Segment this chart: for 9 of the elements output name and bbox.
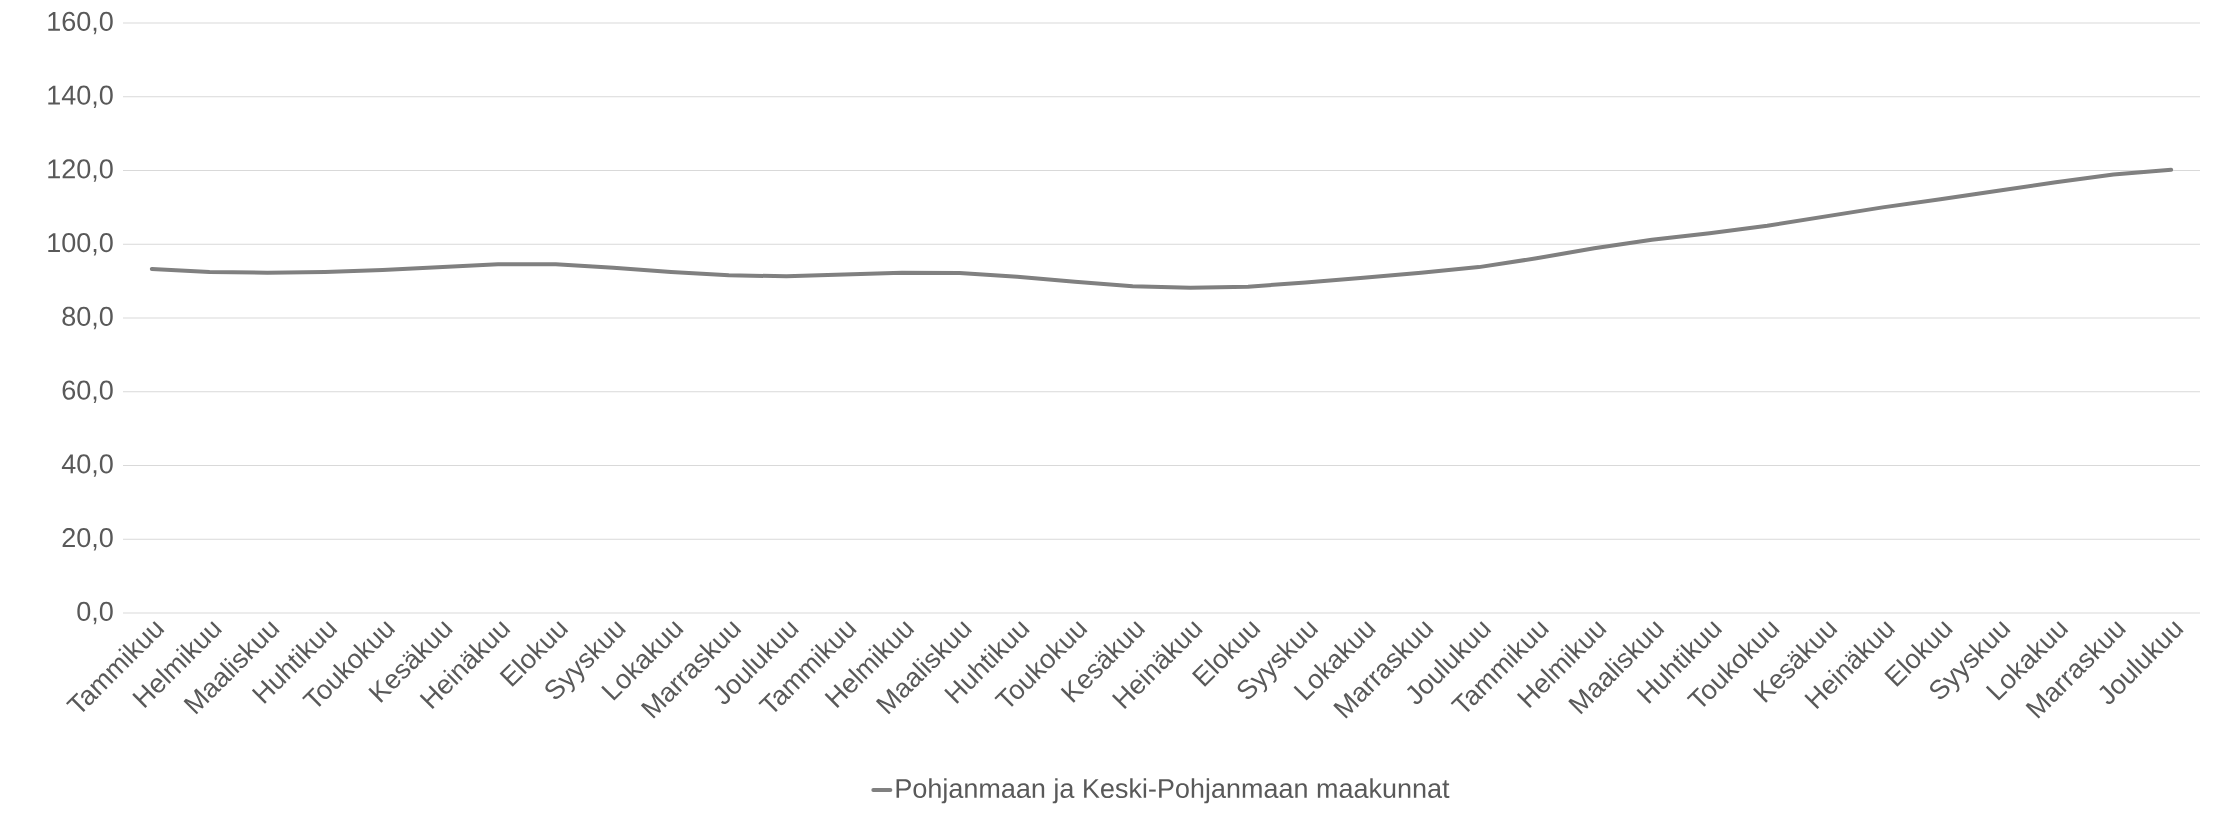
y-tick-label: 120,0: [48, 159, 113, 182]
legend-label: Pohjanmaan ja Keski-Pohjanmaan maakunnat: [896, 778, 1450, 804]
y-tick-label: 160,0: [48, 11, 113, 35]
y-tick-label: 80,0: [62, 306, 113, 330]
y-tick-label: 40,0: [61, 454, 113, 477]
y-tick-label: 140,0: [48, 85, 113, 108]
y-tick-label: 20,0: [62, 528, 113, 551]
y-tick-label: 60,0: [62, 380, 113, 403]
y-tick-label: 100,0: [48, 233, 113, 256]
